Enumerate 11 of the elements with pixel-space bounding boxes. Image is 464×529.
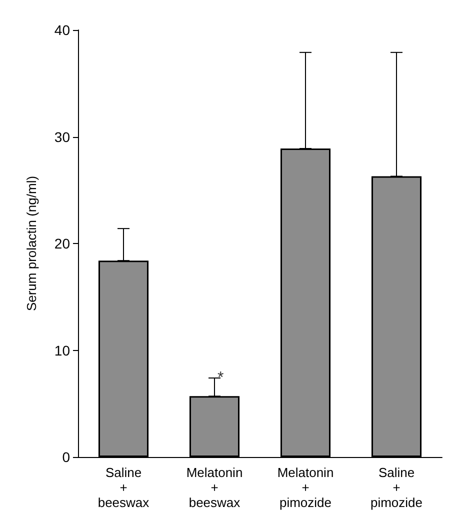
x-tick-label: Melatonin + pimozide: [277, 465, 334, 510]
y-tick-label: 30: [54, 128, 70, 145]
y-tick-label: 20: [54, 236, 70, 252]
y-tick-label: 0: [62, 449, 70, 465]
x-tick-label: Saline + beeswax: [98, 465, 150, 510]
x-tick-label: Melatonin + beeswax: [186, 465, 243, 510]
annotation: *: [218, 370, 224, 387]
x-tick-label: Saline + pimozide: [370, 465, 423, 510]
y-axis-title: Serum prolactin (ng/ml): [24, 176, 39, 312]
y-tick-label: 10: [54, 342, 70, 358]
y-tick-label: 40: [54, 22, 70, 38]
